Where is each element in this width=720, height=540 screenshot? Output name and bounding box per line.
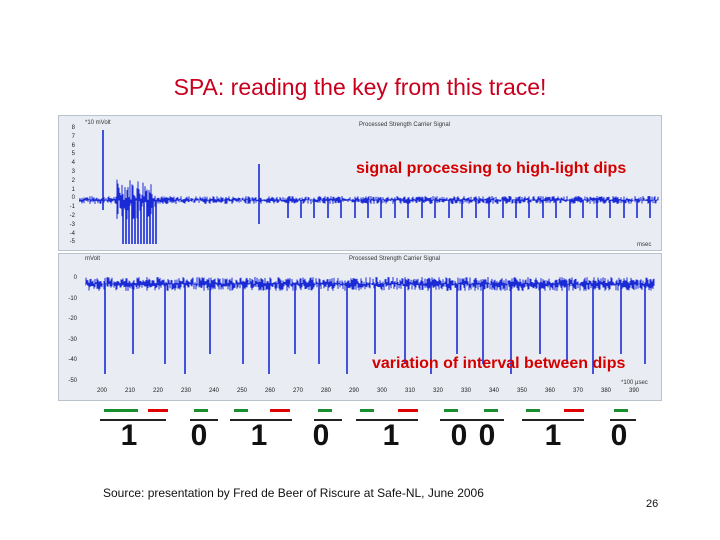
- bottom-y-tick-label: -10: [68, 295, 77, 302]
- slide-title: SPA: reading the key from this trace!: [173, 74, 547, 100]
- long-interval-marker: [564, 409, 584, 412]
- short-interval-marker: [234, 409, 248, 412]
- top-trace-panel: *10 mVolt Processed Strength Carrier Sig…: [58, 115, 662, 251]
- top-plot-title: Processed Strength Carrier Signal: [359, 122, 451, 128]
- top-y-tick-label: 5: [71, 151, 75, 158]
- source-citation: Source: presentation by Fred de Beer of …: [103, 486, 484, 500]
- bottom-x-tick-label: 210: [125, 388, 136, 394]
- trace-noise: [85, 277, 655, 291]
- bottom-y-tick-label: -40: [68, 357, 77, 363]
- bottom-y-tick-label: -20: [68, 316, 77, 322]
- bit-separator-line: [100, 419, 166, 421]
- top-y-tick-label: 3: [71, 169, 75, 175]
- bottom-x-tick-label: 360: [545, 388, 556, 394]
- top-unit-label: *10 mVolt: [85, 120, 111, 126]
- bottom-x-tick-label: 240: [209, 388, 220, 394]
- key-bit: 0: [312, 419, 330, 452]
- bottom-x-tick-label: 330: [461, 388, 472, 394]
- key-bit: 1: [544, 419, 562, 452]
- bit-separator-line: [230, 419, 292, 421]
- bottom-trace-panel: mVolt Processed Strength Carrier Signal …: [58, 253, 662, 401]
- top-y-tick-label: 0: [71, 195, 75, 202]
- bottom-signal-trace: [85, 277, 655, 374]
- bit-separator-line: [356, 419, 418, 421]
- bottom-x-tick-label: 390: [629, 388, 640, 394]
- bottom-x-tick-label: 250: [237, 388, 248, 394]
- bottom-x-tick-label: 380: [601, 388, 612, 394]
- key-bit: 1: [120, 419, 138, 452]
- top-y-tick-label: -1: [69, 204, 75, 211]
- trace-noise: [79, 179, 659, 222]
- bottom-x-tick-label: 290: [349, 388, 360, 394]
- key-bit: 0: [450, 419, 468, 452]
- top-y-tick-label: 1: [71, 186, 75, 193]
- bottom-x-tick-label: 200: [97, 388, 108, 394]
- bottom-x-unit: *100 µsec: [621, 380, 648, 386]
- bottom-y-tick-label: -30: [68, 336, 77, 343]
- top-y-tick-label: 7: [71, 133, 75, 140]
- top-y-tick-label: -4: [69, 230, 75, 237]
- bottom-x-tick-label: 370: [573, 388, 584, 394]
- bottom-x-tick-label: 230: [181, 388, 192, 394]
- bit-separator-line: [314, 419, 342, 421]
- short-interval-marker: [484, 409, 498, 412]
- bottom-x-tick-label: 260: [265, 388, 276, 394]
- long-interval-marker: [270, 409, 290, 412]
- bit-separator-line: [440, 419, 504, 421]
- bottom-unit-label: mVolt: [85, 256, 101, 262]
- bottom-x-tick-label: 280: [321, 388, 332, 394]
- top-corner-label: msec: [637, 242, 652, 248]
- short-interval-marker: [318, 409, 332, 412]
- bottom-x-tick-label: 220: [153, 388, 164, 394]
- key-bit: 0: [478, 419, 496, 452]
- key-bit: 0: [610, 419, 628, 452]
- bottom-y-tick-label: -50: [68, 377, 77, 384]
- top-signal-trace: [79, 130, 659, 244]
- bit-separator-line: [522, 419, 584, 421]
- bottom-x-tick-label: 320: [433, 388, 444, 394]
- top-y-tick-label: 2: [71, 177, 75, 184]
- top-y-tick-label: 6: [71, 142, 75, 149]
- top-y-tick-label: -5: [69, 239, 75, 246]
- short-interval-marker: [526, 409, 540, 412]
- short-interval-marker: [444, 409, 458, 412]
- top-y-tick-label: 4: [71, 160, 75, 167]
- bottom-y-tick-label: 0: [73, 275, 77, 281]
- bit-separator-line: [190, 419, 218, 421]
- bottom-callout: variation of interval between dips: [372, 355, 626, 372]
- top-y-tick-label: 8: [71, 125, 75, 131]
- key-bit: 0: [190, 419, 208, 452]
- top-y-tick-label: -3: [69, 221, 75, 228]
- bit-separator-line: [610, 419, 636, 421]
- key-bit: 1: [250, 419, 268, 452]
- oscilloscope-figure: *10 mVolt Processed Strength Carrier Sig…: [58, 115, 662, 455]
- bottom-x-tick-label: 270: [293, 388, 304, 394]
- bottom-plot-title: Processed Strength Carrier Signal: [349, 256, 441, 262]
- long-interval-marker: [148, 409, 168, 412]
- short-interval-marker: [194, 409, 208, 412]
- short-interval-marker: [360, 409, 374, 412]
- key-bit: 1: [382, 419, 400, 452]
- short-interval-marker: [614, 409, 628, 412]
- bottom-x-tick-label: 300: [377, 388, 388, 394]
- short-interval-marker: [104, 409, 138, 412]
- bottom-x-tick-label: 350: [517, 388, 528, 394]
- top-callout: signal processing to high-light dips: [356, 160, 627, 177]
- bottom-x-tick-label: 340: [489, 388, 500, 394]
- long-interval-marker: [398, 409, 418, 412]
- top-y-tick-label: -2: [69, 213, 75, 219]
- page-number: 26: [646, 498, 659, 510]
- bottom-x-tick-label: 310: [405, 388, 416, 394]
